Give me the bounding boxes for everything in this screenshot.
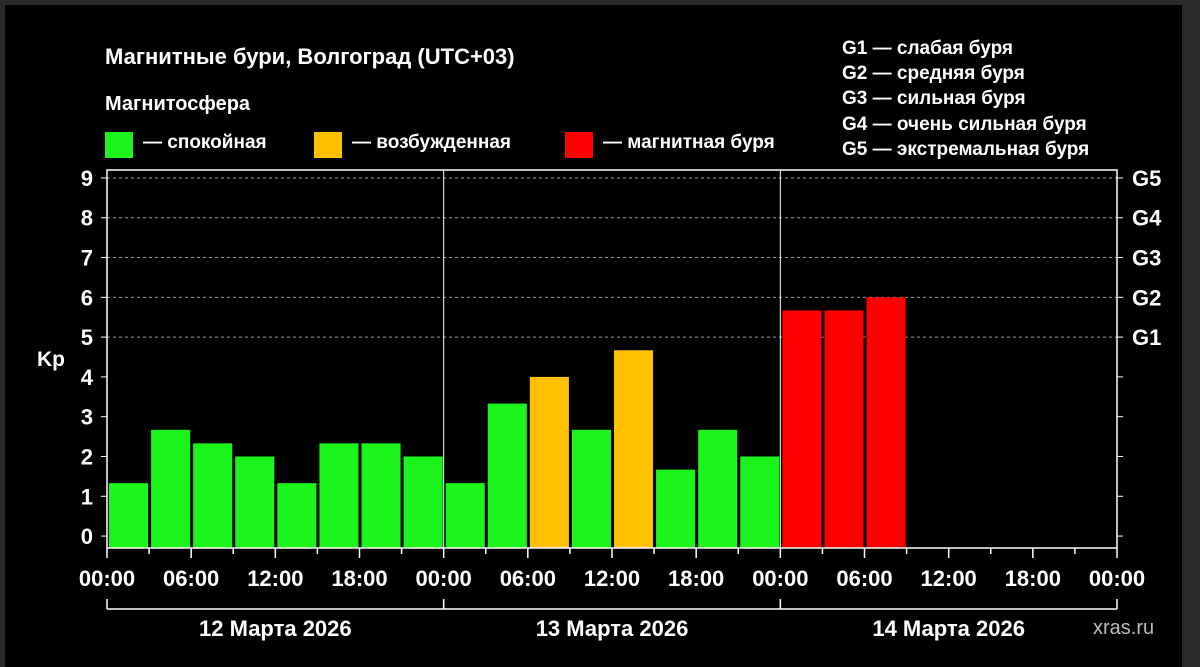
g-scale-tick-label: G5 (1132, 166, 1161, 191)
g-scale-tick-label: G2 (1132, 285, 1161, 310)
g-legend-g4: G4 — очень сильная буря (842, 114, 1087, 135)
y-tick-label: 9 (81, 166, 93, 191)
y-tick-label: 8 (81, 206, 93, 231)
kp-bar (277, 483, 317, 548)
x-tick-label: 00:00 (416, 566, 472, 591)
g-legend-g2: G2 — средняя буря (842, 63, 1025, 84)
x-tick-label: 06:00 (500, 566, 556, 591)
day-label: 12 Марта 2026 (199, 616, 352, 641)
y-tick-label: 3 (81, 405, 93, 430)
y-tick-label: 0 (81, 524, 93, 549)
kp-bar (529, 376, 569, 548)
g-scale-tick-label: G3 (1132, 246, 1161, 271)
y-tick-label: 6 (81, 285, 93, 310)
g-legend-g3: G3 — сильная буря (842, 88, 1026, 109)
kp-bar (403, 456, 443, 548)
y-tick-label: 7 (81, 246, 93, 271)
kp-bar (614, 350, 654, 548)
kp-bar (235, 456, 275, 548)
x-tick-label: 00:00 (752, 566, 808, 591)
kp-bar (698, 429, 738, 548)
y-tick-label: 5 (81, 325, 93, 350)
chart-title: Магнитные бури, Волгоград (UTC+03) (105, 44, 515, 69)
legend-swatch-excited (314, 132, 342, 158)
y-tick-label: 1 (81, 484, 93, 509)
x-tick-label: 18:00 (668, 566, 724, 591)
day-label: 13 Марта 2026 (536, 616, 689, 641)
legend-label-quiet: — спокойная (143, 132, 267, 153)
kp-bar (571, 429, 611, 548)
legend-swatch-quiet (105, 132, 133, 158)
x-tick-label: 00:00 (79, 566, 135, 591)
kp-bar (193, 443, 233, 548)
kp-bar (740, 456, 780, 548)
magnetosphere-subtitle: Магнитосфера (105, 93, 251, 115)
kp-bar (487, 403, 527, 548)
x-tick-label: 12:00 (921, 566, 977, 591)
kp-bar (151, 429, 191, 548)
x-tick-label: 18:00 (1005, 566, 1061, 591)
g-scale-tick-label: G1 (1132, 325, 1161, 350)
watermark: xras.ru (1093, 617, 1155, 639)
g-legend-g1: G1 — слабая буря (842, 38, 1014, 59)
g-legend-g5: G5 — экстремальная буря (842, 139, 1090, 160)
kp-bar (361, 443, 401, 548)
x-tick-label: 06:00 (836, 566, 892, 591)
y-axis-label: Kp (37, 348, 65, 371)
kp-bar (656, 469, 696, 548)
x-tick-label: 00:00 (1089, 566, 1145, 591)
y-tick-label: 4 (81, 365, 94, 390)
x-tick-label: 12:00 (247, 566, 303, 591)
x-tick-label: 06:00 (163, 566, 219, 591)
kp-bar (109, 483, 149, 548)
kp-bar (824, 310, 864, 548)
kp-bar (445, 483, 485, 548)
kp-bar (319, 443, 359, 548)
x-tick-label: 18:00 (331, 566, 387, 591)
g-scale-tick-label: G4 (1132, 206, 1162, 231)
x-tick-label: 12:00 (584, 566, 640, 591)
y-tick-label: 2 (81, 444, 93, 469)
day-label: 14 Марта 2026 (872, 616, 1025, 641)
kp-bar (782, 310, 822, 548)
legend-label-storm: — магнитная буря (603, 132, 775, 153)
kp-bar (866, 297, 906, 548)
legend-label-excited: — возбужденная (352, 132, 512, 153)
legend-swatch-storm (565, 132, 593, 158)
